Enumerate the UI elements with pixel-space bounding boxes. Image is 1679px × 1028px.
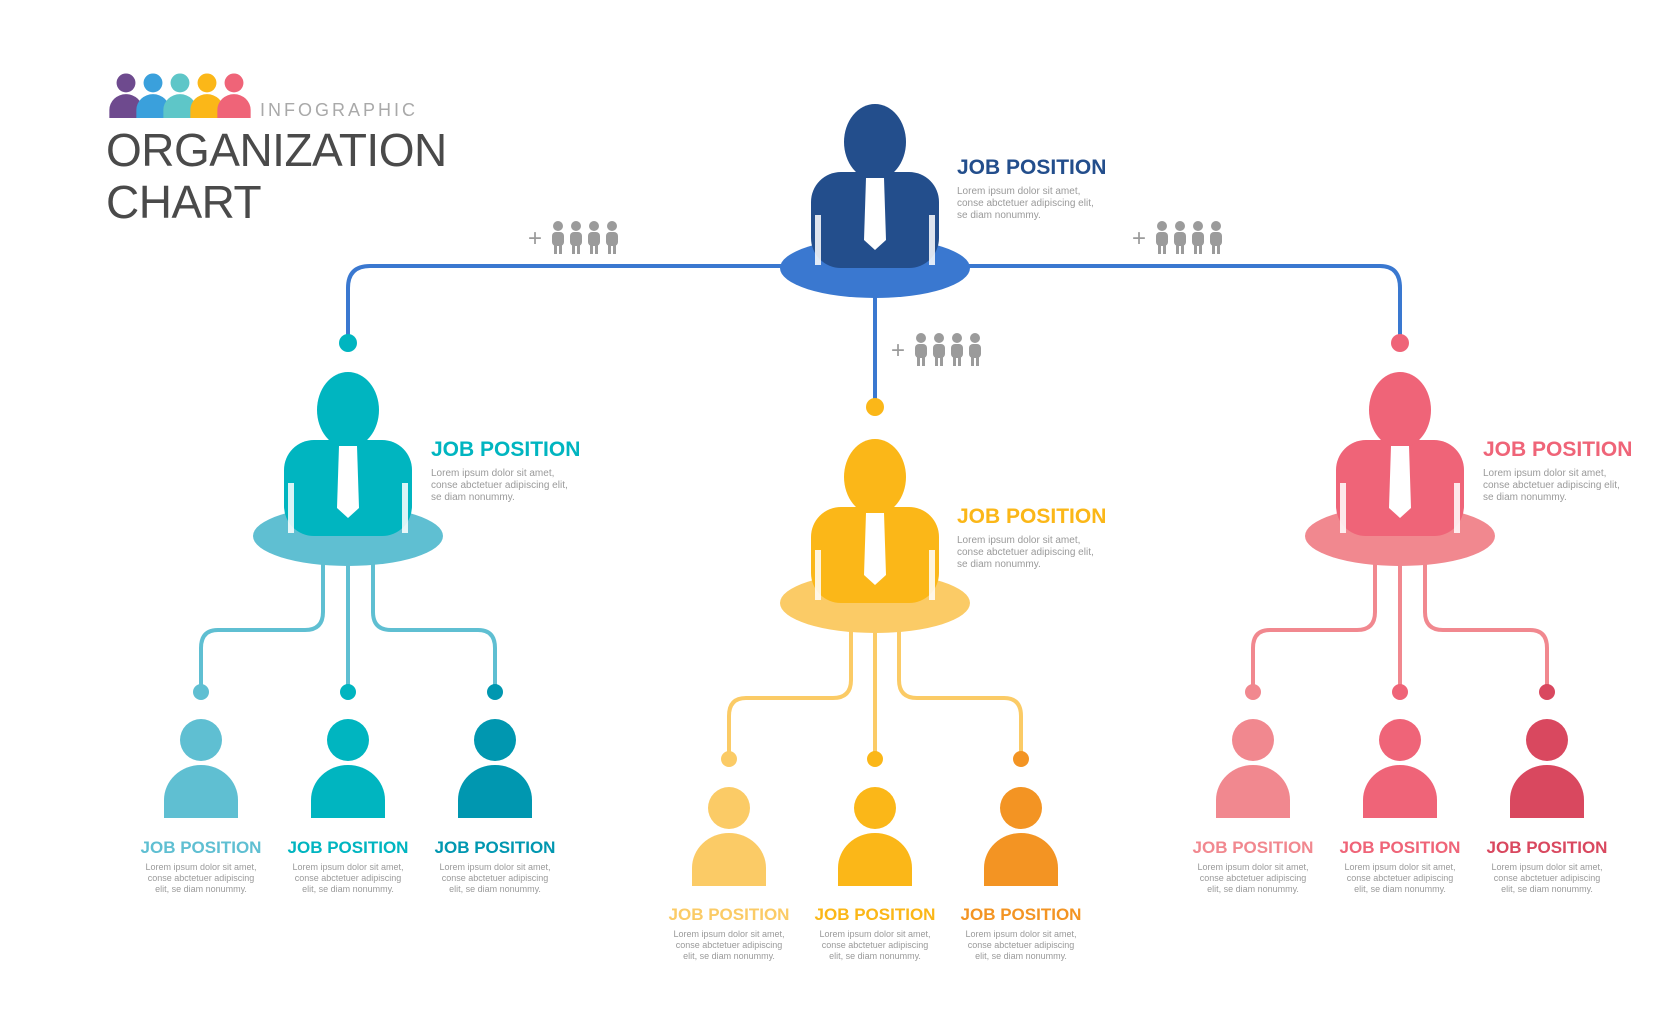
title-line-2: CHART [106,176,262,228]
leaf-description: Lorem ipsum dolor sit amet, conse abctet… [673,929,785,961]
node-title: JOB POSITION [431,438,581,461]
node-label-left: JOB POSITION Lorem ipsum dolor sit amet,… [431,438,581,504]
leaf-label: JOB POSITION Lorem ipsum dolor sit amet,… [1477,838,1617,895]
person-icon [1510,719,1584,818]
person-icon [984,787,1058,886]
leaf-label: JOB POSITION Lorem ipsum dolor sit amet,… [1183,838,1323,895]
node-label-top: JOB POSITION Lorem ipsum dolor sit amet,… [957,156,1107,222]
person-icon [1216,719,1290,818]
node-description: Lorem ipsum dolor sit amet, conse abctet… [1483,468,1620,503]
plus-sign: + [891,337,905,364]
manager-icon-top [780,104,970,298]
team-size-right-icon: + [1132,221,1222,254]
node-description: Lorem ipsum dolor sit amet, conse abctet… [957,186,1094,221]
person-icon [458,719,532,818]
leaf-description: Lorem ipsum dolor sit amet, conse abctet… [1491,862,1603,894]
node-label-right: JOB POSITION Lorem ipsum dolor sit amet,… [1483,438,1633,504]
node-title: JOB POSITION [957,156,1107,179]
leaf-title: JOB POSITION [1339,838,1461,857]
left-branch-lines [199,558,497,688]
middle-branch-lines [727,626,1023,754]
right-branch-lines [1251,558,1549,688]
leaf-description: Lorem ipsum dolor sit amet, conse abctet… [1344,862,1456,894]
leaf-description: Lorem ipsum dolor sit amet, conse abctet… [439,862,551,894]
leaf-description: Lorem ipsum dolor sit amet, conse abctet… [145,862,257,894]
person-icon [692,787,766,886]
node-title: JOB POSITION [957,505,1107,528]
person-icon [311,719,385,818]
leaf-description: Lorem ipsum dolor sit amet, conse abctet… [819,929,931,961]
node-description: Lorem ipsum dolor sit amet, conse abctet… [957,535,1094,570]
leaf-label: JOB POSITION Lorem ipsum dolor sit amet,… [805,905,945,962]
leaf-title: JOB POSITION [960,905,1082,924]
top-connector-lines [346,264,1402,402]
leaf-label: JOB POSITION Lorem ipsum dolor sit amet,… [659,905,799,962]
leaf-title: JOB POSITION [287,838,409,857]
page-title: ORGANIZATION CHART [106,124,447,228]
node-title: JOB POSITION [1483,438,1633,461]
person-icon [164,719,238,818]
leaf-label: JOB POSITION Lorem ipsum dolor sit amet,… [278,838,418,895]
team-size-middle-icon: + [891,333,981,366]
leaf-description: Lorem ipsum dolor sit amet, conse abctet… [965,929,1077,961]
leaf-title: JOB POSITION [434,838,556,857]
connector-dots [193,334,1555,767]
person-icon [838,787,912,886]
team-size-left-icon: + [528,221,618,254]
leaf-title: JOB POSITION [814,905,936,924]
leaf-label: JOB POSITION Lorem ipsum dolor sit amet,… [951,905,1091,962]
leaf-label: JOB POSITION Lorem ipsum dolor sit amet,… [131,838,271,895]
leaf-title: JOB POSITION [1486,838,1608,857]
leaf-title: JOB POSITION [140,838,262,857]
plus-sign: + [528,225,542,252]
brand-subtitle: INFOGRAPHIC [260,100,419,120]
leaf-label: JOB POSITION Lorem ipsum dolor sit amet,… [425,838,565,895]
manager-icon-right [1305,372,1495,566]
manager-icon-middle [780,439,970,633]
person-icon [1363,719,1437,818]
node-description: Lorem ipsum dolor sit amet, conse abctet… [431,468,568,503]
manager-icon-left [253,372,443,566]
plus-sign: + [1132,225,1146,252]
leaf-label: JOB POSITION Lorem ipsum dolor sit amet,… [1330,838,1470,895]
leaf-title: JOB POSITION [668,905,790,924]
leaf-description: Lorem ipsum dolor sit amet, conse abctet… [1197,862,1309,894]
leaf-title: JOB POSITION [1192,838,1314,857]
node-label-middle: JOB POSITION Lorem ipsum dolor sit amet,… [957,505,1107,571]
team-logo-icon [109,73,251,118]
leaf-description: Lorem ipsum dolor sit amet, conse abctet… [292,862,404,894]
title-line-1: ORGANIZATION [106,124,447,176]
